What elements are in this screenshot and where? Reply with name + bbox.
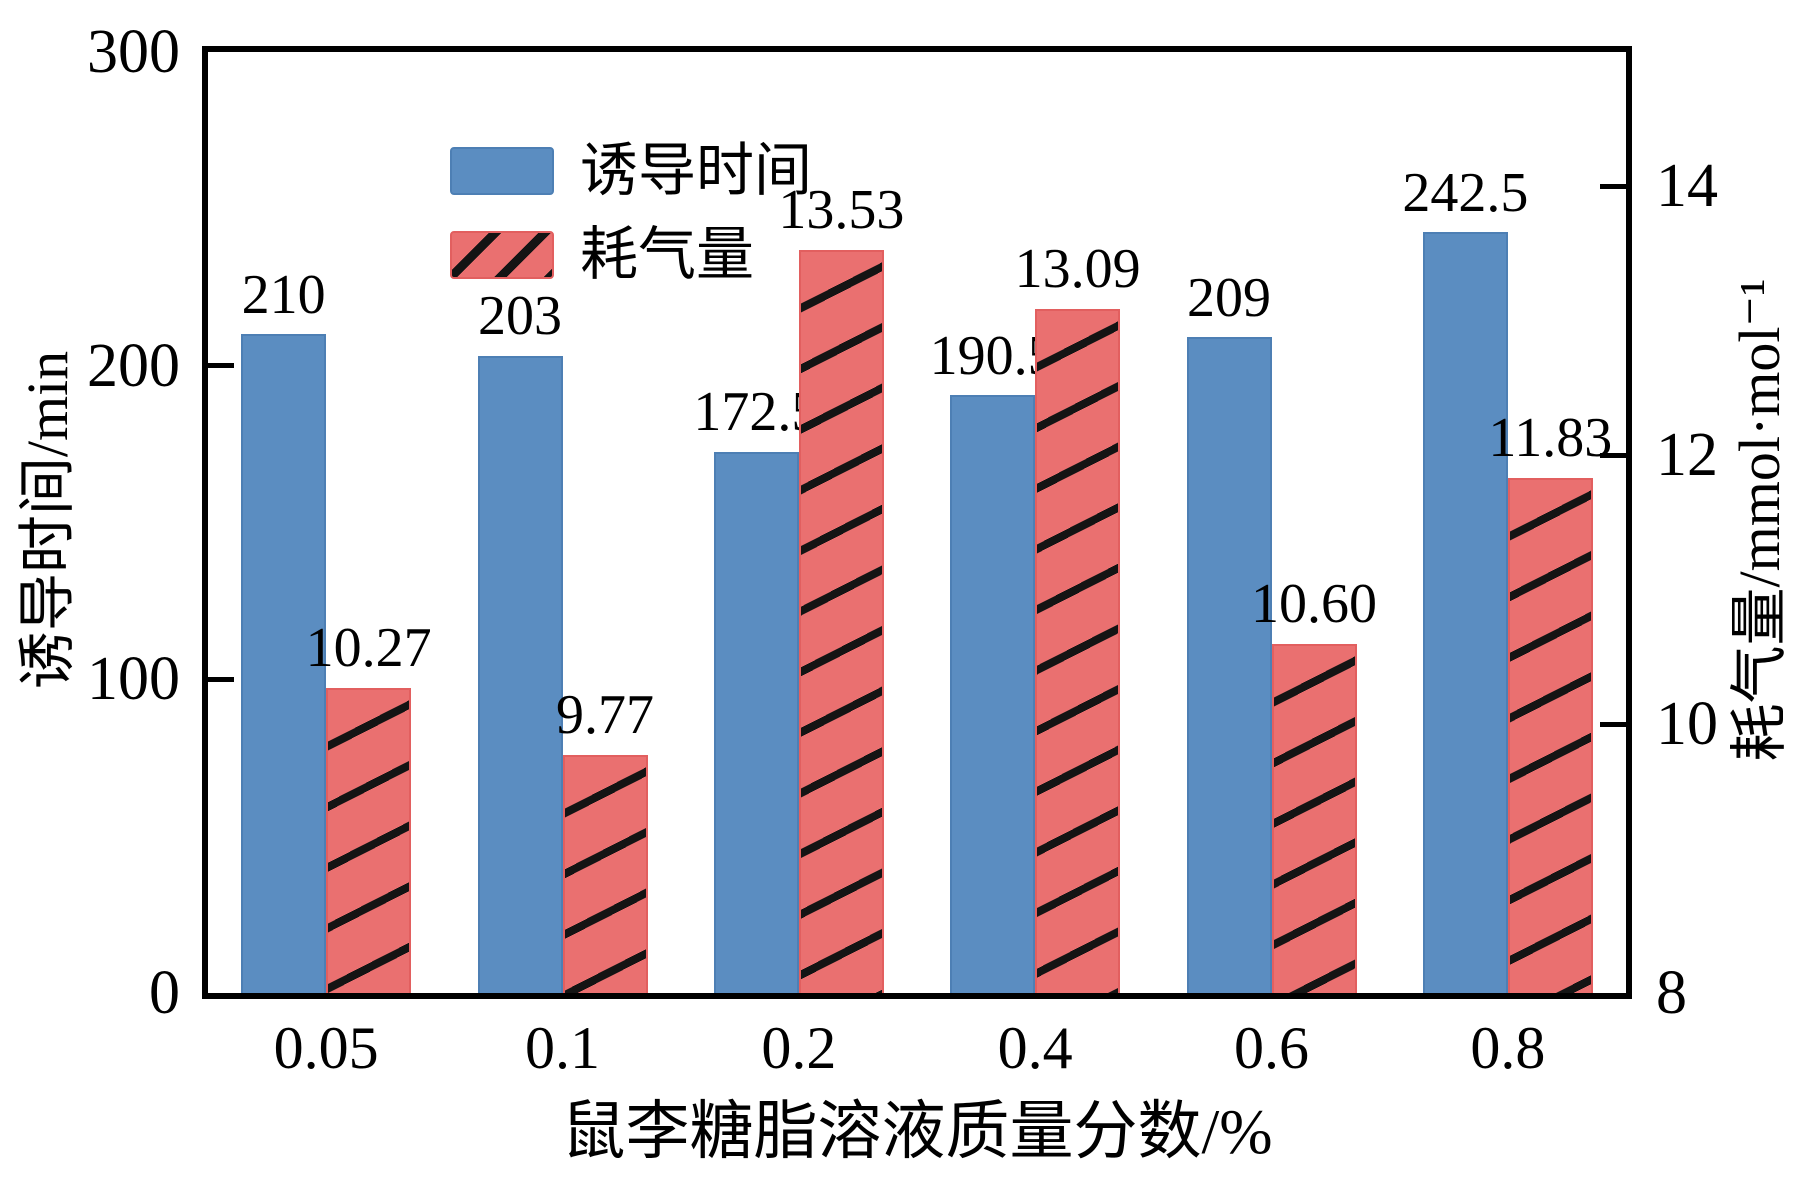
left-y-axis-label: 诱导时间/min (15, 350, 80, 690)
right-tick-mark (1600, 183, 1626, 189)
right-y-axis-label: 耗气量/mmol·mol⁻¹ (1727, 278, 1792, 762)
value-label-gas-consumption-0.6: 10.60 (1251, 572, 1377, 635)
bar-induction-time-0.1 (477, 356, 563, 993)
left-tick-mark (208, 676, 234, 682)
x-tick-label-0.8: 0.8 (1470, 1015, 1546, 1081)
left-tick-label: 0 (149, 959, 180, 1027)
x-tick-label-0.05: 0.05 (273, 1015, 379, 1081)
plot-area: 诱导时间 耗气量 210 10.27 203 9.77 172.5 13.53 190.5 1… (202, 46, 1632, 999)
value-label-gas-consumption-0.8: 11.83 (1488, 407, 1613, 470)
left-tick-label: 300 (87, 18, 180, 86)
bar-induction-time-0.2 (713, 451, 799, 993)
value-label-induction-time-0.4: 190.5 (929, 324, 1056, 387)
value-label-gas-consumption-0.05: 10.27 (305, 617, 432, 680)
value-label-gas-consumption-0.2: 13.53 (778, 178, 905, 241)
value-label-induction-time-0.6: 209 (1187, 266, 1271, 329)
value-label-induction-time-0.1: 203 (478, 285, 562, 348)
bar-gas-consumption-0.8 (1507, 478, 1593, 993)
bar-gas-consumption-0.05 (326, 687, 412, 993)
x-tick-label-0.1: 0.1 (525, 1015, 600, 1081)
blue-bar-swatch-icon (450, 147, 554, 195)
bar-induction-time-0.05 (241, 334, 327, 993)
value-label-induction-time-0.05: 210 (241, 263, 326, 326)
right-tick-label: 14 (1656, 152, 1718, 221)
left-tick-label: 200 (87, 331, 180, 400)
bar-induction-time-0.4 (950, 395, 1036, 993)
red-hatched-swatch-icon (450, 231, 554, 279)
bar-gas-consumption-0.2 (798, 249, 884, 993)
x-axis-label: 鼠李糖脂溶液质量分数/% (561, 1096, 1273, 1167)
legend-label-induction-time: 诱导时间 (580, 138, 813, 203)
right-tick-label: 8 (1656, 959, 1687, 1027)
value-label-gas-consumption-0.4: 13.09 (1014, 237, 1141, 300)
x-tick-label-0.2: 0.2 (761, 1015, 837, 1081)
legend: 诱导时间 耗气量 (450, 142, 812, 310)
bar-gas-consumption-0.4 (1035, 308, 1121, 993)
legend-item-induction-time: 诱导时间 (450, 142, 812, 200)
bar-induction-time-0.8 (1422, 232, 1508, 993)
right-tick-mark (1600, 721, 1626, 727)
x-tick-label-0.6: 0.6 (1234, 1015, 1309, 1081)
left-tick-label: 100 (87, 645, 180, 714)
value-label-induction-time-0.2: 172.5 (693, 381, 820, 444)
bar-gas-consumption-0.1 (562, 755, 648, 993)
bar-induction-time-0.6 (1186, 337, 1272, 993)
right-tick-mark (1600, 452, 1626, 458)
left-tick-mark (208, 363, 234, 369)
x-tick-label-0.4: 0.4 (997, 1015, 1073, 1081)
right-tick-label: 12 (1656, 421, 1718, 490)
value-label-gas-consumption-0.1: 9.77 (556, 684, 654, 747)
value-label-induction-time-0.8: 242.5 (1402, 161, 1529, 224)
legend-label-gas-consumption: 耗气量 (580, 222, 755, 287)
legend-item-gas-consumption: 耗气量 (450, 226, 812, 284)
right-tick-label: 10 (1656, 690, 1718, 759)
bar-gas-consumption-0.6 (1271, 643, 1357, 993)
